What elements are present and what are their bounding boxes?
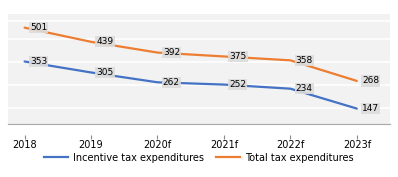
Text: 353: 353 [30, 57, 47, 66]
Text: 358: 358 [296, 56, 313, 65]
Legend: Incentive tax expenditures, Total tax expenditures: Incentive tax expenditures, Total tax ex… [40, 149, 358, 166]
Text: 375: 375 [229, 52, 246, 61]
Text: 501: 501 [30, 23, 47, 32]
Text: 234: 234 [296, 84, 313, 93]
Text: 305: 305 [96, 68, 113, 77]
Text: 262: 262 [163, 78, 180, 87]
Text: 392: 392 [163, 48, 180, 57]
Text: 252: 252 [229, 80, 246, 89]
Text: 439: 439 [96, 37, 113, 46]
Text: 147: 147 [362, 104, 379, 113]
Text: 268: 268 [362, 76, 379, 85]
